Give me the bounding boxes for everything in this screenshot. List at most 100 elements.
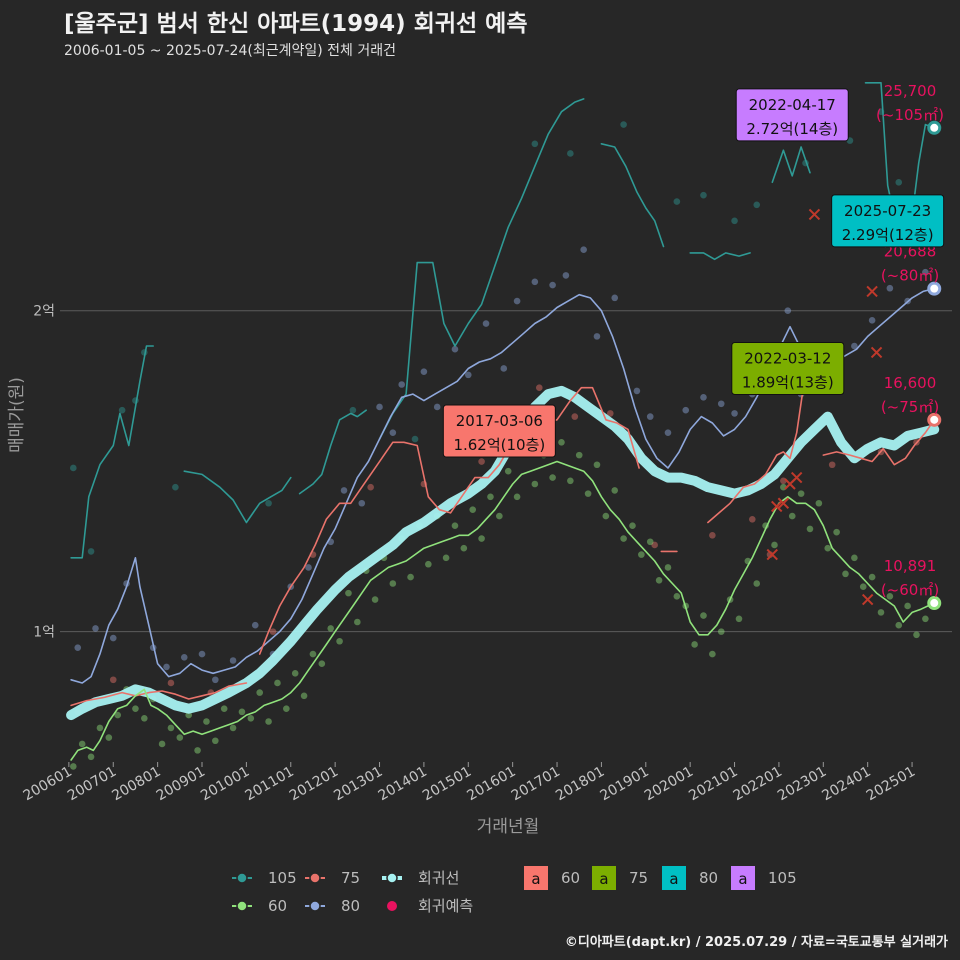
scatter-point-60 <box>194 747 201 754</box>
endpoint-75 <box>927 412 942 427</box>
scatter-point-105 <box>411 435 419 443</box>
scatter-point-80 <box>922 268 929 276</box>
scatter-point-75 <box>571 413 579 420</box>
legend-fill-swatch-60 <box>524 866 548 890</box>
legend-fill-glyph: a <box>531 870 540 888</box>
scatter-point-80 <box>731 410 738 417</box>
scatter-point-80 <box>420 368 428 375</box>
scatter-point-60 <box>797 490 805 497</box>
scatter-point-60 <box>238 708 246 716</box>
annotation-box <box>731 341 845 395</box>
y-tick-label: 2억 <box>33 304 55 320</box>
scatter-point-60 <box>478 535 485 542</box>
scatter-point-60 <box>291 670 299 677</box>
scatter-point-60 <box>87 753 95 761</box>
scatter-point-60 <box>469 506 477 513</box>
scatter-point-60 <box>868 573 876 581</box>
scatter-point-60 <box>904 602 911 610</box>
scatter-point-60 <box>575 451 583 459</box>
annotation-price: 2.29억(12층) <box>842 226 934 244</box>
scatter-point-60 <box>496 512 503 520</box>
endpoint-value-label: 16,600 <box>884 374 937 392</box>
scatter-point-60 <box>220 705 228 712</box>
scatter-point-80 <box>593 333 601 340</box>
scatter-point-80 <box>700 394 707 401</box>
x-tick-label: 201201 <box>287 764 341 805</box>
scatter-point-80 <box>531 278 539 286</box>
scatter-point-60 <box>877 609 885 616</box>
scatter-point-60 <box>620 535 627 542</box>
scatter-point-80 <box>562 272 570 279</box>
annotation-price: 2.72억(14층) <box>746 120 838 138</box>
scatter-point-80 <box>513 297 521 305</box>
series-line-105 <box>771 146 811 184</box>
annotation-price: 1.89억(13층) <box>742 373 834 391</box>
series-line-105 <box>183 470 292 524</box>
scatter-point-80 <box>389 429 397 436</box>
scatter-point-80 <box>433 403 441 411</box>
legend-fill-swatch-80 <box>662 866 686 890</box>
scatter-point-75 <box>651 541 658 549</box>
legend-swatch-dot <box>236 900 248 912</box>
scatter-point-60 <box>513 493 521 501</box>
forecast-mark <box>861 593 874 606</box>
scatter-point-105 <box>349 406 357 414</box>
scatter-point-80 <box>212 676 219 684</box>
scatter-point-60 <box>629 522 636 530</box>
scatter-point-80 <box>229 657 237 664</box>
scatter-point-80 <box>886 284 894 292</box>
page-title: [울주군] 범서 한신 아파트(1994) 회귀선 예측 <box>64 11 528 37</box>
endpoint-value-label: 25,700 <box>884 82 937 100</box>
scatter-point-60 <box>664 564 672 571</box>
scatter-point-60 <box>283 705 290 712</box>
x-tick-label: 201301 <box>331 764 385 805</box>
annotation-box <box>735 88 849 142</box>
scatter-point-60 <box>806 525 814 533</box>
scatter-point-80 <box>464 371 472 379</box>
legend-label: 회귀예측 <box>418 897 473 915</box>
scatter-point-60 <box>886 593 894 600</box>
legend-fill-label: 80 <box>699 869 718 887</box>
scatter-point-60 <box>531 480 539 488</box>
scatter-point-105 <box>567 150 574 157</box>
scatter-point-60 <box>371 596 379 603</box>
scatter-point-60 <box>300 692 308 700</box>
forecast-mark <box>770 500 783 513</box>
scatter-point-60 <box>842 570 849 578</box>
scatter-point-60 <box>691 641 698 648</box>
scatter-point-60 <box>593 461 601 469</box>
scatter-point-80 <box>500 365 508 372</box>
forecast-mark <box>870 346 883 359</box>
x-tick-label: 202001 <box>642 764 696 805</box>
scatter-point-60 <box>407 573 414 581</box>
scatter-point-80 <box>784 307 792 314</box>
scatter-point-60 <box>114 711 121 719</box>
legend-fill-label: 105 <box>768 869 797 887</box>
y-axis-label: 매매가(원) <box>7 377 27 453</box>
endpoint-60 <box>927 596 942 611</box>
series-line-105 <box>298 409 367 495</box>
endpoint-value-label: 10,891 <box>884 557 937 575</box>
scatter-point-60 <box>638 551 645 558</box>
scatter-point-60 <box>389 580 397 587</box>
scatter-point-60 <box>212 737 219 745</box>
scatter-point-60 <box>895 621 903 629</box>
scatter-point-60 <box>655 576 663 584</box>
x-tick-label: 202101 <box>686 764 740 805</box>
annotation-date: 2025-07-23 <box>844 202 931 220</box>
scatter-point-80 <box>251 621 259 629</box>
scatter-point-60 <box>913 631 920 639</box>
y-axis: 1억 2억 <box>33 304 55 641</box>
annotation-box <box>831 194 945 248</box>
scatter-point-60 <box>584 490 592 497</box>
scatter-point-60 <box>833 528 840 536</box>
x-tick-label: 200601 <box>21 764 75 805</box>
scatter-point-105 <box>753 201 761 209</box>
scatter-point-60 <box>256 689 264 696</box>
scatter-point-60 <box>788 512 796 520</box>
x-tick-label: 201801 <box>553 764 607 805</box>
scatter-point-60 <box>176 734 184 741</box>
endpoint-80 <box>927 281 942 296</box>
x-tick-label: 201601 <box>464 764 518 805</box>
scatter-point-75 <box>109 676 117 684</box>
